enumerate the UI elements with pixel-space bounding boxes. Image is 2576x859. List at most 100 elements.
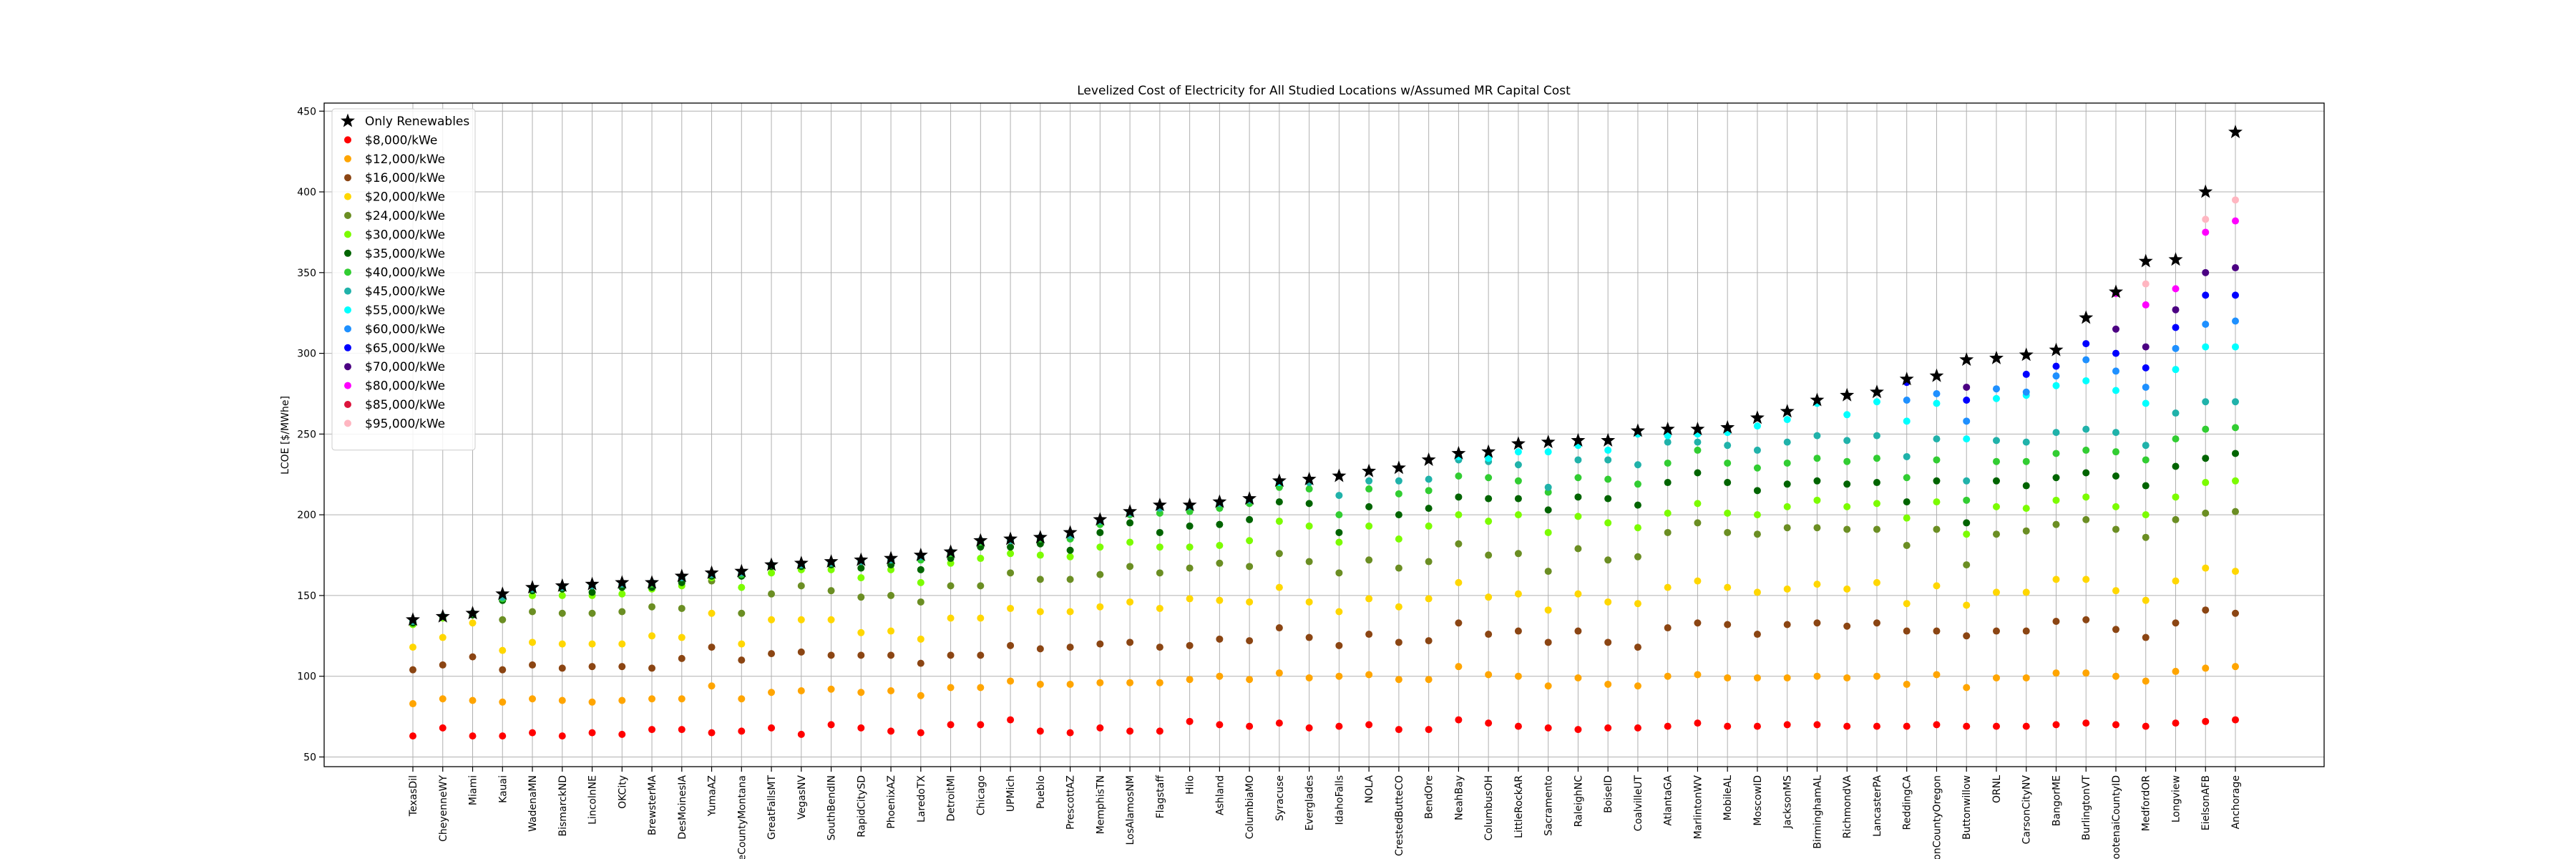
data-point [1246, 515, 1254, 523]
renewables-star-marker [1810, 392, 1825, 407]
data-point [1455, 578, 1463, 586]
data-point [2112, 721, 2119, 729]
data-point [797, 730, 805, 738]
x-tick-label: ootenaiCountyID [2111, 775, 2122, 859]
data-point [1455, 472, 1463, 480]
data-point [529, 729, 537, 737]
renewables-star-marker [1421, 452, 1436, 466]
data-point [2232, 663, 2239, 671]
data-point [1574, 513, 1582, 520]
data-point [1126, 519, 1134, 527]
data-point [1335, 511, 1343, 519]
data-point [797, 582, 805, 590]
data-point [2022, 370, 2030, 378]
data-point [2082, 425, 2090, 433]
chart-title: Levelized Cost of Electricity for All St… [1077, 84, 1571, 98]
data-point [2202, 215, 2210, 223]
data-point [2052, 372, 2060, 380]
data-point [2232, 716, 2239, 724]
data-point [618, 663, 626, 671]
data-point [1903, 600, 1911, 608]
data-point [1634, 644, 1641, 651]
data-point [1843, 457, 1851, 465]
data-point [1753, 530, 1761, 538]
data-point [1305, 724, 1313, 732]
data-point [1753, 511, 1761, 519]
data-point [1963, 519, 1971, 527]
data-point [409, 700, 416, 708]
data-point [1455, 493, 1463, 501]
legend-dot-marker [344, 344, 351, 351]
data-point [1843, 503, 1851, 510]
data-point [827, 685, 835, 693]
data-point [1455, 619, 1463, 627]
data-point [738, 640, 746, 648]
data-point [1455, 511, 1463, 519]
data-point [1305, 558, 1313, 566]
renewables-star-marker [854, 552, 869, 566]
data-point [2172, 344, 2180, 352]
data-point [2112, 587, 2119, 595]
x-tick-label: Buttonwillow [1961, 775, 1973, 840]
data-point [1933, 456, 1941, 464]
renewables-star-marker [2079, 310, 2094, 324]
data-point [1992, 530, 2000, 538]
data-point [1963, 722, 1971, 730]
data-point [1903, 542, 1911, 549]
data-point [2232, 609, 2239, 617]
renewables-star-marker [674, 568, 689, 583]
data-point [2202, 509, 2210, 517]
data-point [1126, 538, 1134, 546]
data-point [409, 732, 416, 740]
renewables-star-marker [1870, 384, 1884, 399]
data-point [1156, 727, 1163, 735]
legend-label: $24,000/kWe [365, 209, 445, 223]
data-point [2052, 382, 2060, 389]
data-point [1395, 490, 1402, 498]
data-point [1783, 585, 1791, 593]
data-point [1574, 674, 1582, 681]
legend-dot-marker [344, 174, 351, 182]
data-point [1514, 448, 1522, 456]
data-point [1007, 550, 1015, 558]
data-point [2112, 387, 2119, 394]
data-point [2202, 455, 2210, 462]
data-point [1335, 538, 1343, 546]
data-point [1843, 585, 1851, 593]
data-point [1992, 394, 2000, 402]
data-point [1903, 397, 1911, 404]
data-point [499, 616, 507, 623]
data-point [1783, 416, 1791, 424]
data-point [1873, 578, 1880, 586]
data-point [2172, 619, 2180, 627]
legend-dot-marker [344, 268, 351, 276]
data-point [1604, 598, 1612, 606]
data-point [558, 640, 566, 648]
legend-dot-marker [344, 306, 351, 314]
x-tick-label: MedfordOR [2141, 775, 2152, 831]
data-point [2022, 588, 2030, 596]
x-tick-label: RapidCitySD [856, 775, 867, 838]
legend-dot-marker [344, 325, 351, 333]
x-tick-label: ColumbiaMO [1244, 775, 1256, 839]
data-point [2052, 520, 2060, 528]
data-point [1066, 553, 1074, 560]
data-point [917, 691, 924, 699]
x-tick-label: GreatFallsMT [766, 775, 778, 840]
data-point [2022, 627, 2030, 635]
x-tick-label: ReddingCA [1902, 775, 1913, 830]
data-point [1007, 641, 1015, 649]
renewables-star-marker [2168, 252, 2183, 266]
data-point [558, 664, 566, 672]
legend-label: $45,000/kWe [365, 285, 445, 299]
data-point [1365, 671, 1373, 679]
data-point [1066, 546, 1074, 554]
data-point [1365, 595, 1373, 603]
data-point [1096, 679, 1104, 686]
data-point [1873, 500, 1880, 508]
data-point [1753, 487, 1761, 495]
renewables-star-marker [2019, 347, 2034, 361]
data-point [1694, 577, 1702, 585]
data-point [1275, 583, 1283, 591]
data-point [2142, 677, 2150, 685]
